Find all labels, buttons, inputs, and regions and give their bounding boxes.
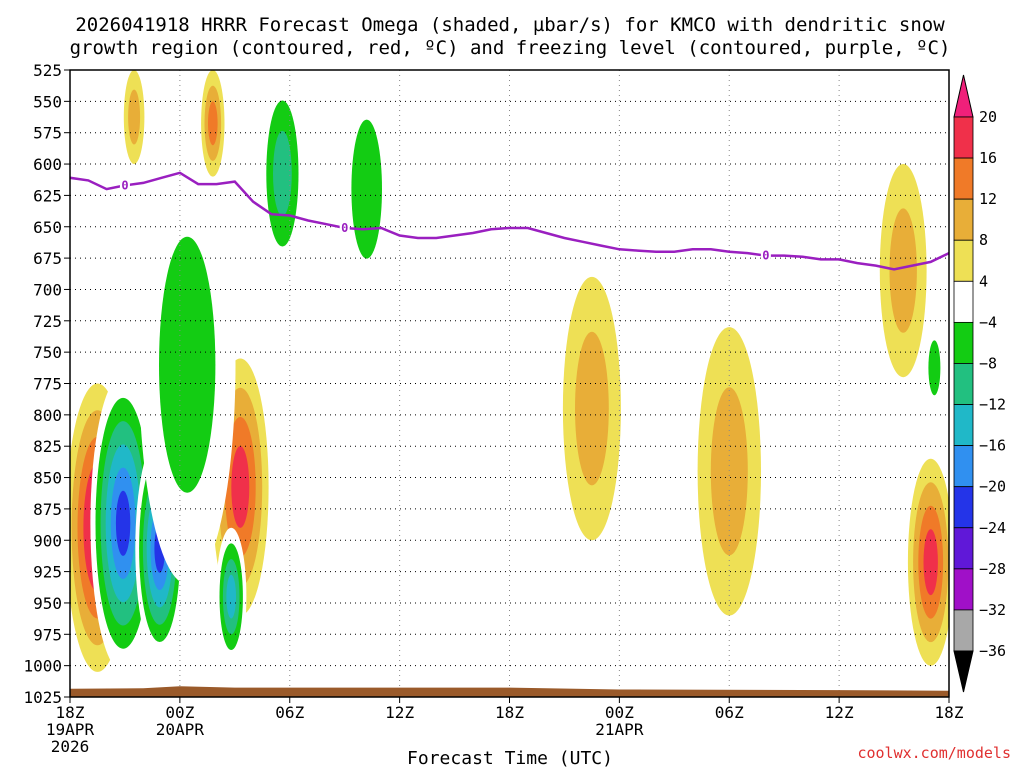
- colorbar-bin-1: [953, 157, 974, 200]
- y-tick-label-725: 725: [33, 312, 62, 331]
- x-tick-label-4-0: 18Z: [495, 703, 524, 722]
- y-tick-label-525: 525: [33, 61, 62, 80]
- y-axis: 525 550 575 600 625 650 675 700 725 750 775 800 825 8…: [23, 61, 70, 707]
- y-tick-label-800: 800: [33, 406, 62, 425]
- x-axis-title: Forecast Time (UTC): [407, 748, 613, 768]
- y-tick-label-575: 575: [33, 124, 62, 143]
- x-tick-label-2-0: 06Z: [275, 703, 304, 722]
- x-tick-label-1-0: 00Z: [165, 703, 194, 722]
- y-tick-label-875: 875: [33, 500, 62, 519]
- y-tick-label-650: 650: [33, 218, 62, 237]
- colorbar-bin-4: [953, 280, 974, 323]
- freezing-level-label-bg-2: [760, 248, 771, 262]
- freezing-level-label-bg-0: [119, 178, 130, 192]
- freezing-level-line: [70, 171, 949, 271]
- y-tick-label-1000: 1000: [23, 657, 62, 676]
- omega-cell-9-level-2: [208, 101, 218, 146]
- freezing-level-contour: 0 0 0: [70, 171, 949, 271]
- colorbar-label-11: −28: [979, 560, 1006, 578]
- colorbar: 20 16 12 8 4 −4 −8 −12 −16 −20 −24 −28 −32 −36: [953, 74, 1006, 693]
- y-tick-label-750: 750: [33, 343, 62, 362]
- omega-cell-3-level-3: [231, 446, 250, 528]
- surface-terrain: [70, 686, 949, 697]
- colorbar-bin-9: [953, 486, 974, 529]
- omega-cell-8-level-1: [128, 89, 141, 145]
- credit-text[interactable]: coolwx.com/models: [857, 744, 1011, 762]
- y-tick-label-600: 600: [33, 155, 62, 174]
- colorbar-bin-8: [953, 445, 974, 488]
- freezing-level-label-0: 0: [121, 178, 128, 192]
- omega-cell-11-level-1: [710, 387, 748, 556]
- colorbar-label-9: −20: [979, 478, 1006, 496]
- colorbar-label-8: −16: [979, 437, 1006, 455]
- omega-cell-4-level-3: [226, 574, 236, 619]
- freezing-level-label-bg-1: [339, 221, 350, 235]
- x-tick-label-0-0: 18Z: [56, 703, 85, 722]
- chart-title-line2: growth region (contoured, red, ºC) and f…: [70, 37, 951, 59]
- colorbar-label-10: −24: [979, 519, 1006, 537]
- x-tick-label-7-0: 12Z: [825, 703, 854, 722]
- colorbar-bin-12: [953, 609, 974, 652]
- y-tick-label-700: 700: [33, 280, 62, 299]
- colorbar-label-1: 16: [979, 149, 997, 167]
- colorbar-label-4: 4: [979, 272, 988, 290]
- y-tick-label-850: 850: [33, 469, 62, 488]
- colorbar-bin-3: [953, 239, 974, 282]
- colorbar-bin-10: [953, 527, 974, 570]
- colorbar-label-0: 20: [979, 108, 997, 126]
- colorbar-label-3: 8: [979, 231, 988, 249]
- colorbar-bin-6: [953, 363, 974, 405]
- y-tick-label-900: 900: [33, 531, 62, 550]
- y-tick-label-975: 975: [33, 625, 62, 644]
- x-tick-label-1-1: 20APR: [156, 720, 205, 739]
- colorbar-label-13: −36: [979, 642, 1006, 660]
- colorbar-bottom-arrow: [953, 650, 974, 693]
- colorbar-label-7: −12: [979, 396, 1006, 414]
- x-tick-label-3-0: 12Z: [385, 703, 414, 722]
- x-tick-label-0-2: 2026: [51, 737, 90, 756]
- x-tick-label-0-1: 19APR: [46, 720, 95, 739]
- omega-cell-6-level-2: [273, 130, 292, 217]
- colorbar-bin-2: [953, 198, 974, 241]
- colorbar-bin-11: [953, 568, 974, 611]
- colorbar-label-5: −4: [979, 313, 997, 331]
- y-tick-label-950: 950: [33, 594, 62, 613]
- omega-cell-14-level-1: [928, 340, 941, 396]
- x-tick-label-5-1: 21APR: [595, 720, 644, 739]
- colorbar-top-arrow: [953, 74, 974, 118]
- y-tick-label-675: 675: [33, 249, 62, 268]
- omega-cell-1-level-5: [115, 490, 131, 556]
- x-tick-label-8-0: 18Z: [935, 703, 964, 722]
- y-tick-label-825: 825: [33, 437, 62, 456]
- omega-shading: [70, 70, 949, 672]
- colorbar-bin-0: [953, 116, 974, 159]
- freezing-level-label-1: 0: [341, 221, 348, 235]
- colorbar-label-6: −8: [979, 354, 997, 372]
- y-tick-label-775: 775: [33, 375, 62, 394]
- y-tick-label-550: 550: [33, 92, 62, 111]
- colorbar-label-12: −32: [979, 601, 1006, 619]
- omega-cell-13-level-1: [889, 208, 917, 333]
- surface-fill: [70, 686, 949, 697]
- y-tick-label-625: 625: [33, 186, 62, 205]
- freezing-level-label-2: 0: [762, 249, 769, 263]
- y-tick-label-1025: 1025: [23, 688, 62, 707]
- omega-cell-7-level-1: [351, 119, 383, 259]
- colorbar-bin-7: [953, 404, 974, 447]
- x-tick-label-6-0: 06Z: [715, 703, 744, 722]
- omega-cell-12-level-3: [923, 529, 938, 596]
- y-tick-label-925: 925: [33, 563, 62, 582]
- x-tick-label-5-0: 00Z: [605, 703, 634, 722]
- chart-title-line1: 2026041918 HRRR Forecast Omega (shaded, …: [75, 14, 945, 36]
- colorbar-bin-5: [953, 321, 974, 364]
- omega-cell-10-level-1: [575, 331, 609, 486]
- omega-cell-5-level-1: [159, 236, 216, 493]
- colorbar-label-2: 12: [979, 190, 997, 208]
